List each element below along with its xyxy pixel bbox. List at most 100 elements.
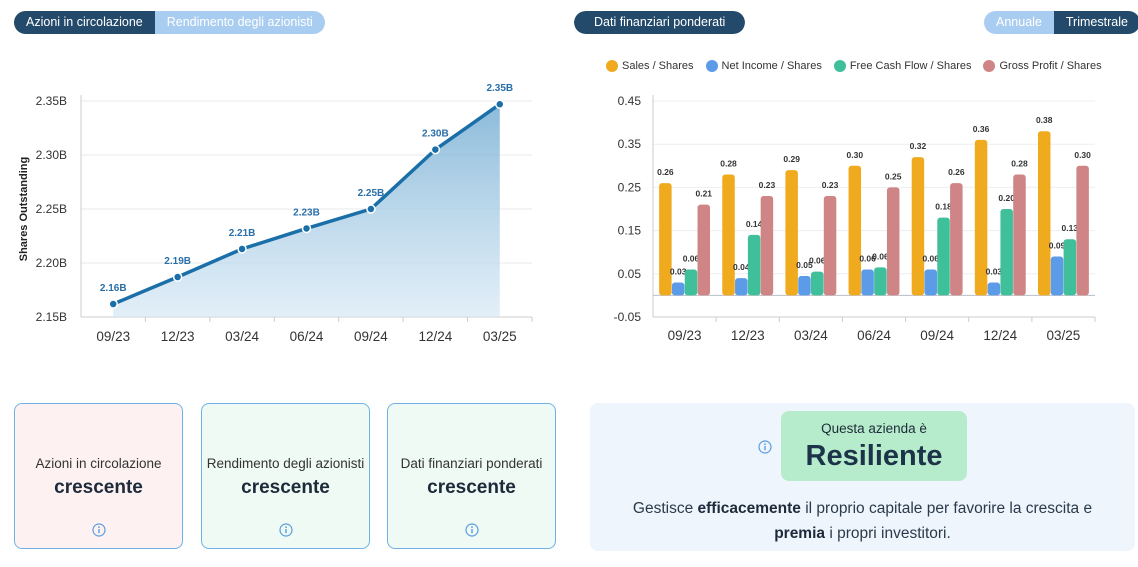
y-tick-label: 2.35B (36, 94, 67, 108)
bar-label: 0.14 (746, 219, 763, 229)
legend-item-gross-profit[interactable]: Gross Profit / Shares (983, 60, 1102, 72)
bar[interactable] (987, 282, 1001, 296)
weighted-financials-title[interactable]: Dati finanziari ponderati (574, 11, 746, 34)
card-label: Dati finanziari ponderati (400, 456, 543, 471)
bar[interactable] (760, 196, 774, 296)
shares-outstanding-chart: 2.15B 2.20B 2.25B 2.30B 2.35B Shares Outstand… (0, 70, 560, 360)
resilience-summary: Questa azienda è Resiliente Gestisce eff… (590, 403, 1135, 551)
x-tick-label: 03/24 (225, 329, 259, 344)
bar-label: 0.29 (783, 154, 800, 164)
bar-label: 0.13 (1062, 223, 1079, 233)
y-tick-label: 2.30B (36, 148, 67, 162)
bar[interactable] (886, 187, 900, 296)
bar[interactable] (735, 278, 748, 296)
data-point[interactable] (172, 272, 183, 282)
bar[interactable] (811, 271, 824, 296)
data-label: 2.16B (100, 283, 127, 294)
bar[interactable] (911, 157, 925, 296)
bar-label: 0.38 (1036, 115, 1053, 125)
x-tick-label: 12/24 (418, 329, 452, 344)
legend-label: Net Income / Shares (721, 60, 822, 72)
card-shares-outstanding: Azioni in circolazione crescente (14, 403, 183, 549)
bar-label: 0.06 (859, 253, 876, 263)
y-tick-label: 0.45 (618, 94, 642, 108)
y-tick-label: 2.25B (36, 202, 67, 216)
bar-label: 0.23 (822, 180, 839, 190)
bar[interactable] (671, 282, 685, 296)
bar[interactable] (861, 269, 874, 296)
toggle-annual[interactable]: Annuale (984, 11, 1054, 34)
toggle-quarterly[interactable]: Trimestrale (1053, 11, 1138, 34)
y-tick-label: 0.15 (618, 224, 642, 238)
weighted-financials-header: Dati finanziari ponderati (574, 11, 746, 34)
desc-text: i propri investitori. (829, 525, 951, 542)
bar[interactable] (798, 275, 811, 296)
data-point[interactable] (430, 144, 441, 155)
x-tick-label: 09/23 (96, 329, 130, 344)
card-value: crescente (54, 477, 143, 498)
weighted-financials-chart: 0.45 0.35 0.25 0.15 0.05 -0.05 0.26 0.03 0.06 0.2… (600, 85, 1100, 360)
legend-item-fcf[interactable]: Free Cash Flow / Shares (833, 60, 972, 72)
bar[interactable] (722, 174, 735, 296)
y-tick-label: 2.20B (36, 256, 67, 270)
info-icon[interactable] (91, 523, 106, 537)
legend-dot (705, 60, 718, 72)
shares-outstanding-svg: 2.15B 2.20B 2.25B 2.30B 2.35B Shares Outstand… (18, 83, 533, 344)
bar[interactable] (874, 267, 887, 296)
data-point[interactable] (108, 299, 118, 309)
data-point[interactable] (495, 99, 505, 109)
bar[interactable] (1063, 239, 1077, 296)
bar[interactable] (659, 183, 672, 296)
bar[interactable] (1000, 209, 1013, 296)
bar[interactable] (1013, 174, 1026, 296)
data-point[interactable] (301, 223, 312, 234)
card-value: crescente (241, 477, 330, 498)
info-icon[interactable] (758, 440, 772, 454)
bar[interactable] (974, 139, 988, 296)
info-icon[interactable] (278, 523, 293, 537)
card-value: crescente (427, 477, 516, 498)
info-icon[interactable] (464, 523, 479, 537)
y-tick-label: 0.35 (618, 137, 642, 151)
card-weighted-financials: Dati finanziari ponderati crescente (387, 403, 556, 549)
bar-label: 0.06 (922, 253, 939, 263)
tab-shareholder-yield[interactable]: Rendimento degli azionisti (154, 11, 325, 34)
period-toggle: Annuale Trimestrale (984, 11, 1138, 34)
bar[interactable] (785, 170, 798, 296)
bar[interactable] (823, 196, 837, 296)
data-label: 2.25B (358, 188, 385, 199)
bar-label: 0.06 (872, 251, 889, 261)
data-point[interactable] (366, 204, 376, 214)
bar[interactable] (1076, 165, 1089, 296)
bar-label: 0.36 (973, 124, 990, 134)
legend-item-sales[interactable]: Sales / Shares (606, 60, 694, 72)
data-label: 2.19B (164, 256, 191, 267)
bar[interactable] (924, 269, 937, 296)
bar-label: 0.06 (809, 256, 826, 266)
bar[interactable] (684, 269, 698, 296)
bar-label: 0.30 (847, 150, 864, 160)
resilience-badge: Questa azienda è Resiliente (781, 411, 967, 481)
bar[interactable] (697, 204, 711, 296)
data-point[interactable] (237, 244, 247, 254)
tab-shares-outstanding[interactable]: Azioni in circolazione (14, 11, 155, 34)
bar[interactable] (937, 217, 950, 296)
bar-label: 0.05 (796, 260, 813, 270)
bar-label: 0.23 (759, 180, 776, 190)
bar-label: 0.18 (935, 202, 952, 212)
bar-label: 0.25 (885, 171, 902, 181)
legend-label: Free Cash Flow / Shares (849, 60, 972, 72)
legend-item-net-income[interactable]: Net Income / Shares (705, 60, 822, 72)
bar-label: 0.32 (910, 141, 927, 151)
bar-label: 0.09 (1049, 241, 1066, 251)
bar[interactable] (1037, 131, 1051, 296)
bar[interactable] (747, 234, 761, 296)
bar-label: 0.06 (683, 253, 700, 263)
x-tick-label: 03/25 (483, 329, 517, 344)
bar[interactable] (950, 183, 963, 296)
bar-label: 0.30 (1074, 150, 1091, 160)
bar[interactable] (848, 165, 862, 296)
bar[interactable] (1050, 256, 1064, 296)
bar-label: 0.28 (720, 158, 737, 168)
x-tick-label: 03/24 (794, 328, 828, 343)
